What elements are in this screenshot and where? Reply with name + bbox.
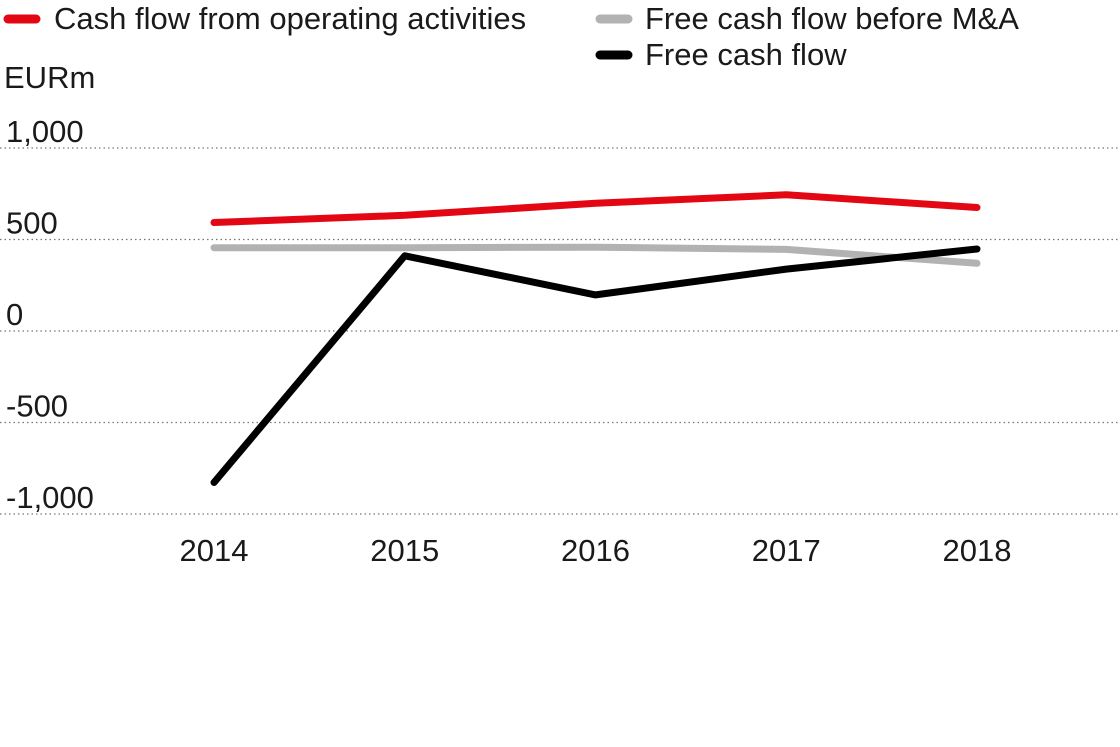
y-tick-label: 500 <box>6 206 58 241</box>
series-line <box>210 243 981 267</box>
y-tick-label: -1,000 <box>6 480 94 515</box>
y-axis-unit-label: EURm <box>4 60 95 95</box>
legend: Cash flow from operating activities Free … <box>3 1 1019 72</box>
legend-label: Cash flow from operating activities <box>54 1 526 36</box>
x-tick-label: 2017 <box>752 533 821 568</box>
series-lines <box>210 191 981 486</box>
x-tick-label: 2016 <box>561 533 630 568</box>
legend-label: Free cash flow <box>645 37 847 72</box>
y-tick-label: 1,000 <box>6 114 84 149</box>
x-tick-label: 2014 <box>180 533 249 568</box>
x-axis-ticks: 2014 2015 2016 2017 2018 <box>180 533 1012 568</box>
series-line <box>210 191 981 226</box>
y-tick-label: 0 <box>6 297 23 332</box>
y-tick-label: -500 <box>6 389 68 424</box>
x-tick-label: 2015 <box>370 533 439 568</box>
series-line <box>210 245 981 486</box>
legend-label: Free cash flow before M&A <box>645 1 1019 36</box>
y-axis-ticks: 1,000 500 0 -500 -1,000 <box>6 114 94 515</box>
x-tick-label: 2018 <box>943 533 1012 568</box>
